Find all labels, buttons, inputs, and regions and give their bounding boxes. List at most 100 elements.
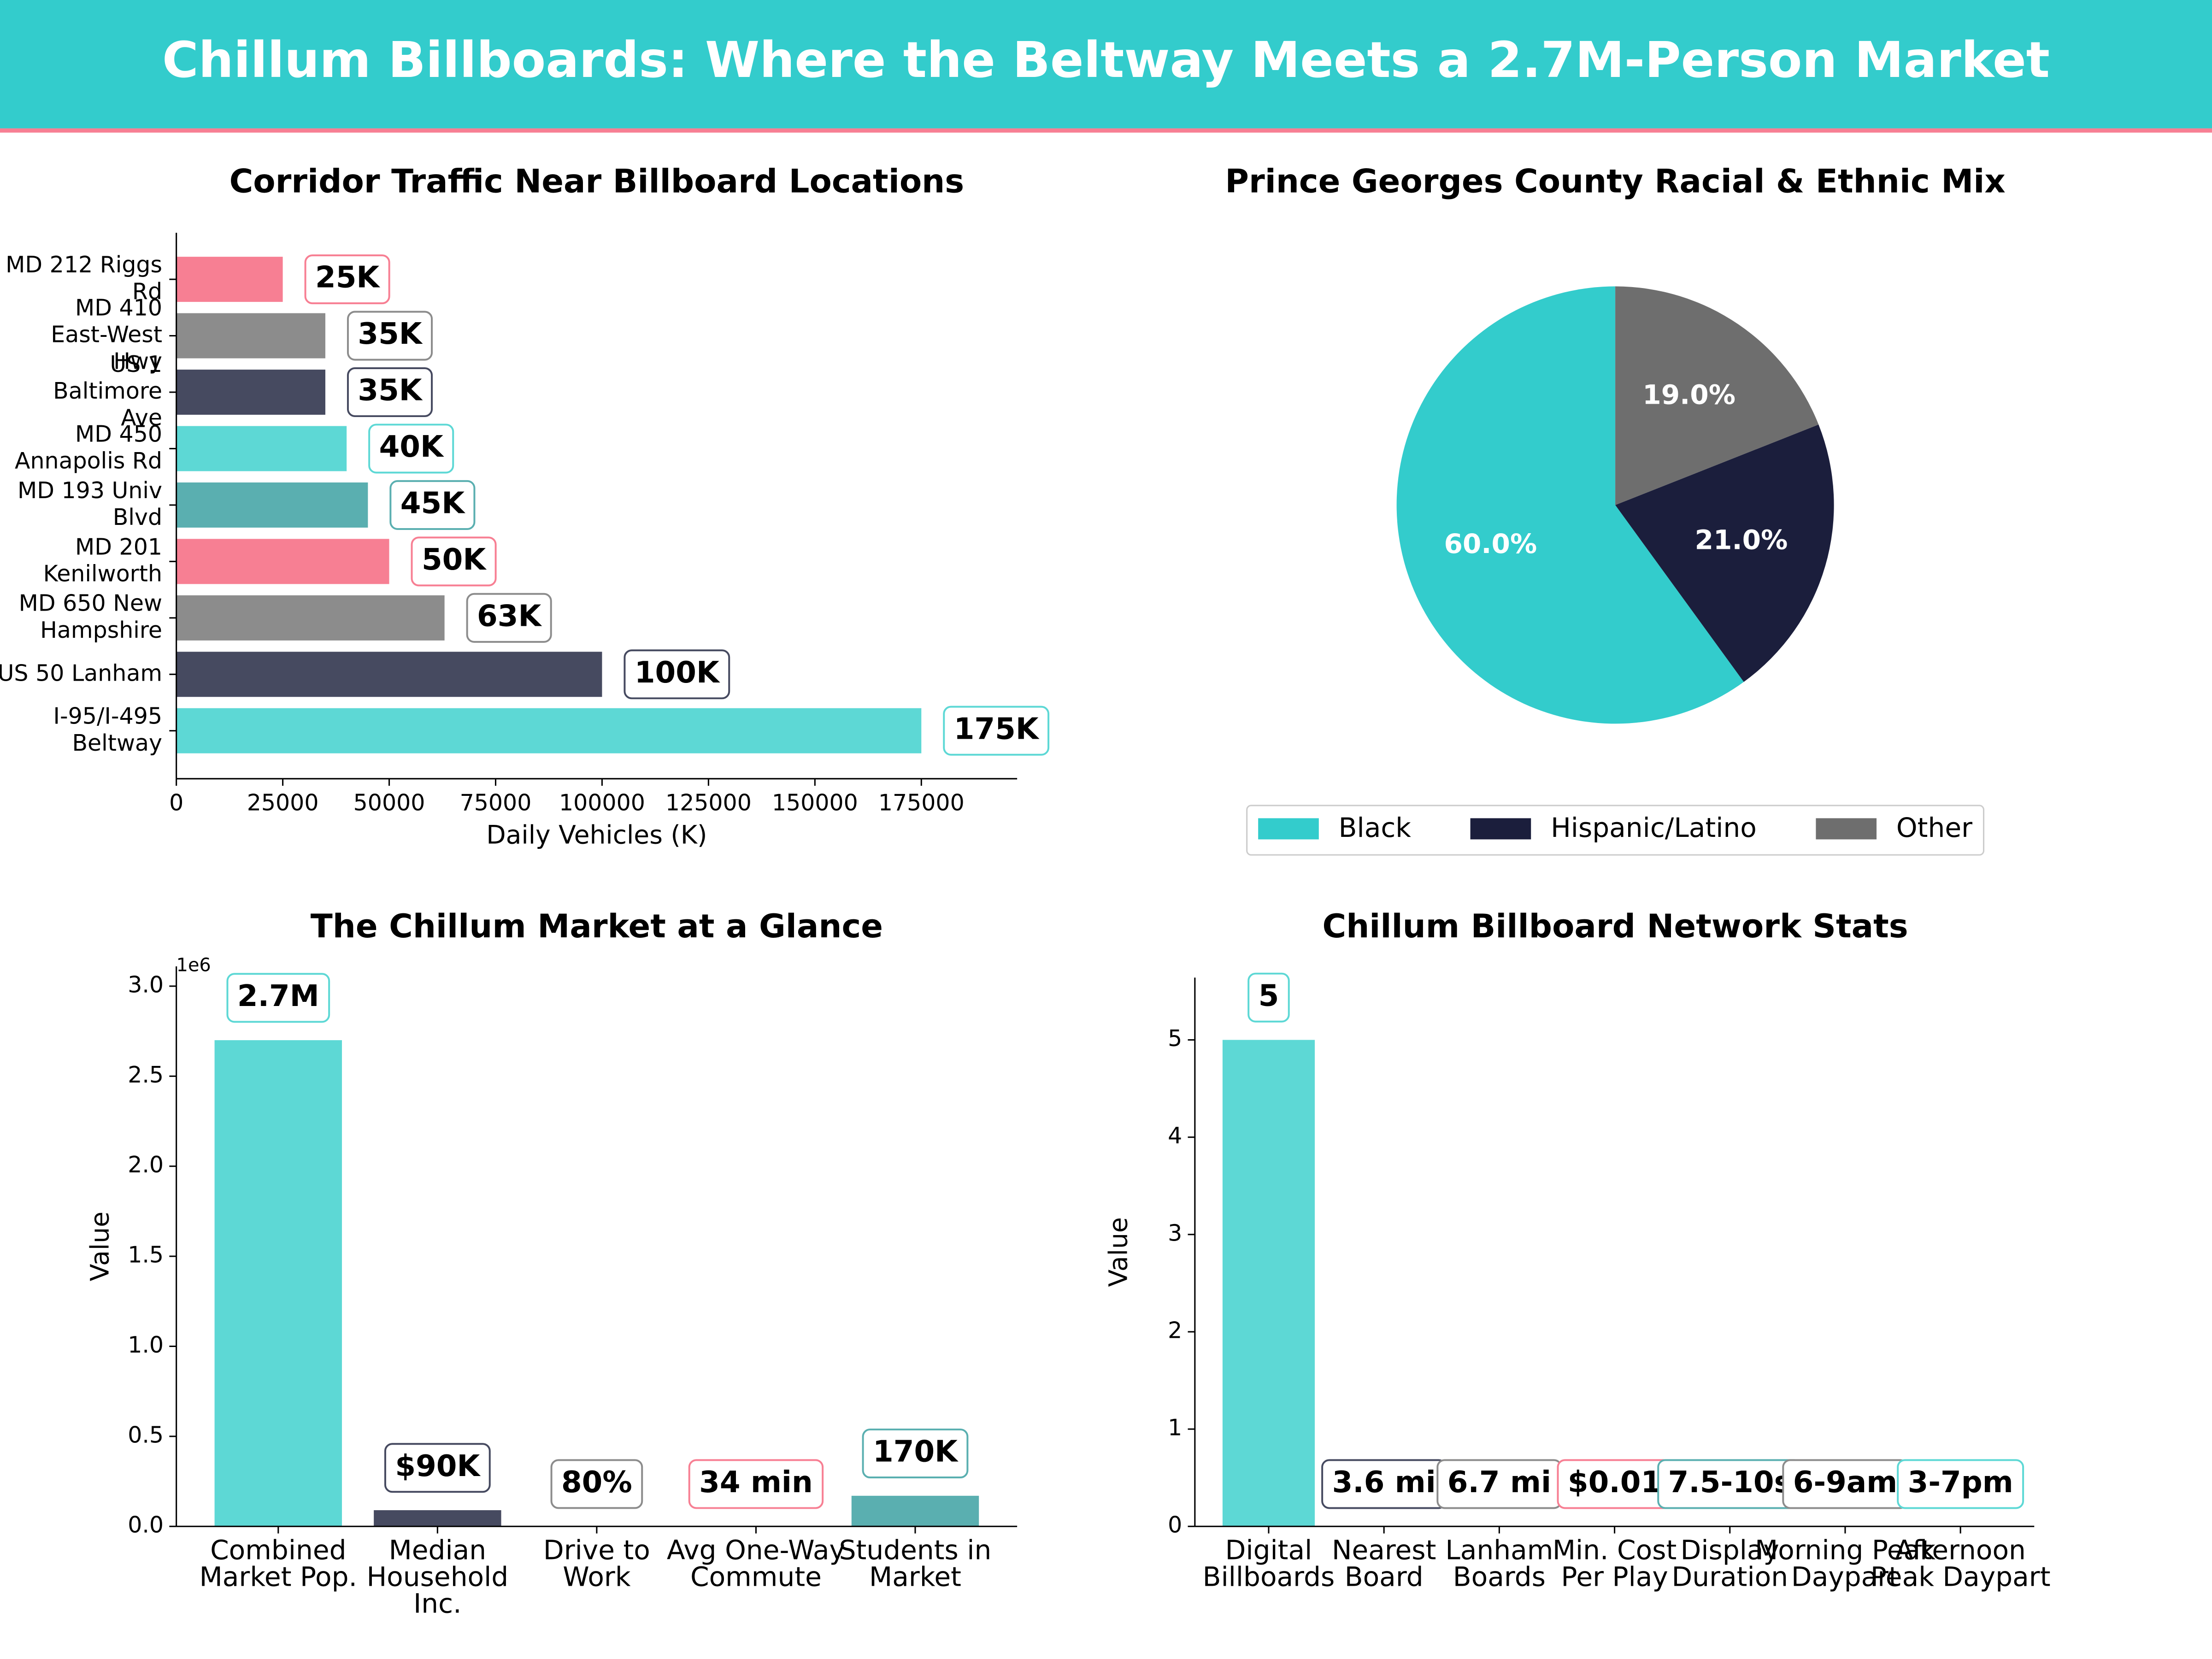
y-tick-label: MD 650 New Hampshire — [19, 590, 162, 643]
y-axis-label: Value — [1104, 1217, 1133, 1287]
value-label: 50K — [422, 542, 487, 577]
bar — [1222, 1040, 1315, 1527]
legend-swatch — [1816, 818, 1877, 840]
bar — [176, 708, 922, 753]
y-tick-label: I-95/I-495 Beltway — [53, 703, 163, 756]
value-label-box — [347, 311, 433, 361]
value-label-box — [688, 1459, 824, 1509]
value-label: 170K — [873, 1435, 959, 1469]
value-label: 34 min — [699, 1465, 813, 1500]
panel-title: The Chillum Market at a Glance — [311, 907, 883, 945]
y-tick-label: 1 — [1168, 1415, 1182, 1441]
value-label: 6.7 mi — [1447, 1465, 1551, 1500]
y-tick-label: 0.0 — [128, 1512, 164, 1538]
legend: Black Hispanic/Latino Other — [1246, 805, 1985, 856]
bar — [176, 370, 325, 415]
x-tick-label: 100000 — [559, 789, 645, 816]
value-label: 5 — [1259, 978, 1279, 1013]
bar — [374, 1510, 501, 1527]
y-tick-label: 0.5 — [128, 1422, 164, 1448]
y-tick-label: 1.5 — [128, 1242, 164, 1268]
legend-swatch — [1470, 818, 1531, 840]
value-label-box — [466, 593, 552, 643]
bar — [176, 257, 283, 302]
value-label-box — [226, 973, 330, 1023]
value-label: 63K — [477, 599, 542, 633]
value-label-box — [1897, 1459, 2024, 1509]
value-label-box — [411, 536, 497, 587]
y-tick-label: 2 — [1168, 1317, 1182, 1343]
x-tick-label: Morning Peak Daypart — [1755, 1534, 1936, 1592]
value-label: $90K — [395, 1449, 481, 1483]
value-label-box — [943, 706, 1050, 756]
y-tick-label: MD 212 Riggs Rd — [6, 252, 162, 305]
value-label: 3-7pm — [1908, 1465, 2013, 1500]
value-label: 35K — [358, 373, 423, 408]
value-label: 25K — [315, 260, 380, 295]
bar — [176, 652, 602, 697]
slice-label: 60.0% — [1444, 528, 1537, 559]
value-label: 6-9am — [1793, 1465, 1897, 1500]
value-label: 35K — [358, 317, 423, 351]
pie-slice — [1615, 424, 1834, 682]
slice-label: 19.0% — [1642, 379, 1735, 411]
y-tick-label: 5 — [1168, 1025, 1182, 1052]
legend-frame — [1246, 805, 1985, 856]
legend-swatch — [1258, 818, 1319, 840]
x-tick-label: Students in Market — [839, 1534, 992, 1592]
value-label: 80% — [561, 1465, 632, 1500]
value-label-box — [550, 1459, 643, 1509]
y-tick-label: MD 201 Kenilworth — [43, 534, 162, 587]
x-tick-label: 25000 — [247, 789, 319, 816]
value-label: 45K — [400, 486, 465, 520]
y-tick-label: 2.5 — [128, 1062, 164, 1088]
value-label: 3.6 mi — [1332, 1465, 1436, 1500]
value-label-box — [384, 1443, 491, 1493]
panel-title: Chillum Billboard Network Stats — [1323, 907, 1908, 945]
x-tick-label: Nearest Board — [1332, 1534, 1436, 1592]
y-tick-label: 3 — [1168, 1220, 1182, 1246]
y-tick-label: 1.0 — [128, 1332, 164, 1358]
value-label-box — [1247, 972, 1290, 1023]
value-label: 100K — [635, 655, 720, 690]
y-tick-label: MD 450 Annapolis Rd — [15, 421, 162, 474]
x-tick-label: 0 — [169, 789, 183, 816]
panel-title: Corridor Traffic Near Billboard Location… — [229, 162, 965, 200]
x-tick-label: 150000 — [772, 789, 858, 816]
y-offset-label: 1e6 — [176, 954, 211, 976]
header-rule — [0, 128, 2212, 133]
bar — [176, 426, 347, 471]
panel-title: Prince Georges County Racial & Ethnic Mi… — [1225, 162, 2005, 200]
bar — [176, 539, 389, 584]
value-label: 2.7M — [237, 979, 319, 1013]
x-tick-label: Afternoon Peak Daypart — [1871, 1534, 2051, 1592]
value-label-box — [624, 649, 730, 700]
bar — [176, 482, 368, 528]
x-tick-label: Min. Cost Per Play — [1553, 1534, 1677, 1592]
page-title: Chillum Billboards: Where the Beltway Me… — [162, 32, 2050, 89]
x-tick-label: 75000 — [460, 789, 532, 816]
value-label-box — [347, 367, 433, 418]
x-tick-label: Avg One-Way Commute — [667, 1534, 845, 1592]
y-tick-label: MD 193 Univ Blvd — [18, 477, 162, 530]
value-label: 40K — [379, 429, 444, 464]
y-tick-label: 3.0 — [128, 971, 164, 998]
x-axis-label: Daily Vehicles (K) — [486, 820, 707, 849]
legend-label: Other — [1896, 812, 1972, 843]
x-tick-label: 50000 — [353, 789, 425, 816]
bar — [851, 1495, 979, 1527]
x-tick-label: Display Duration — [1671, 1534, 1788, 1592]
x-tick-label: Lanham Boards — [1445, 1534, 1553, 1592]
value-label-box — [304, 254, 390, 305]
y-tick-label: MD 410 East-West Hwy — [51, 294, 162, 374]
value-label-box — [862, 1428, 969, 1479]
y-tick-label: US 50 Lanham — [0, 660, 162, 686]
x-tick-label: 125000 — [665, 789, 752, 816]
x-tick-label: Combined Market Pop. — [200, 1534, 357, 1592]
x-tick-label: 175000 — [878, 789, 965, 816]
y-tick-label: 4 — [1168, 1123, 1182, 1149]
y-tick-label: 0 — [1168, 1512, 1182, 1538]
bar — [214, 1040, 342, 1527]
x-tick-label: Drive to Work — [543, 1534, 650, 1592]
